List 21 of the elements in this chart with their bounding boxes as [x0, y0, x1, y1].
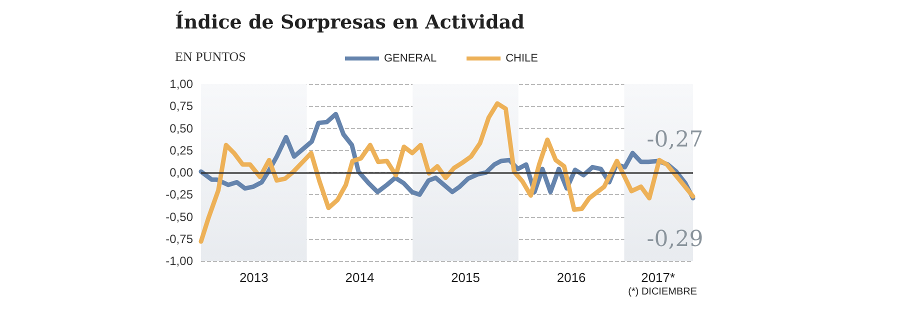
text: (*) DICIEMBRE: [628, 286, 698, 298]
chart-subtitle: EN PUNTOS: [175, 49, 246, 64]
x-tick-label: 2013: [239, 270, 268, 285]
x-tick-label: 2016: [556, 270, 586, 285]
x-tick-label: 2015: [451, 270, 480, 285]
y-tick-label: 0,25: [170, 143, 194, 158]
x-tick-label: 2017*: [641, 270, 676, 285]
y-tick-label: -0,75: [166, 232, 194, 246]
annotation: -0,29: [646, 227, 704, 252]
y-tick-label: 0,00: [170, 166, 194, 180]
annotation: -0,27: [646, 127, 704, 152]
legend-label: GENERAL: [384, 52, 437, 64]
chart-title: Índice de Sorpresas en Actividad: [175, 10, 525, 34]
y-tick-label: 0,50: [170, 121, 194, 136]
legend-label: CHILE: [506, 52, 538, 64]
y-tick-label: -0,25: [166, 188, 194, 202]
y-tick-label: -1,00: [166, 254, 194, 268]
y-tick-label: 0,75: [170, 99, 194, 114]
y-tick-label: -0,50: [166, 210, 194, 224]
x-tick-label: 2014: [345, 270, 374, 285]
y-tick-label: 1,00: [170, 77, 194, 91]
